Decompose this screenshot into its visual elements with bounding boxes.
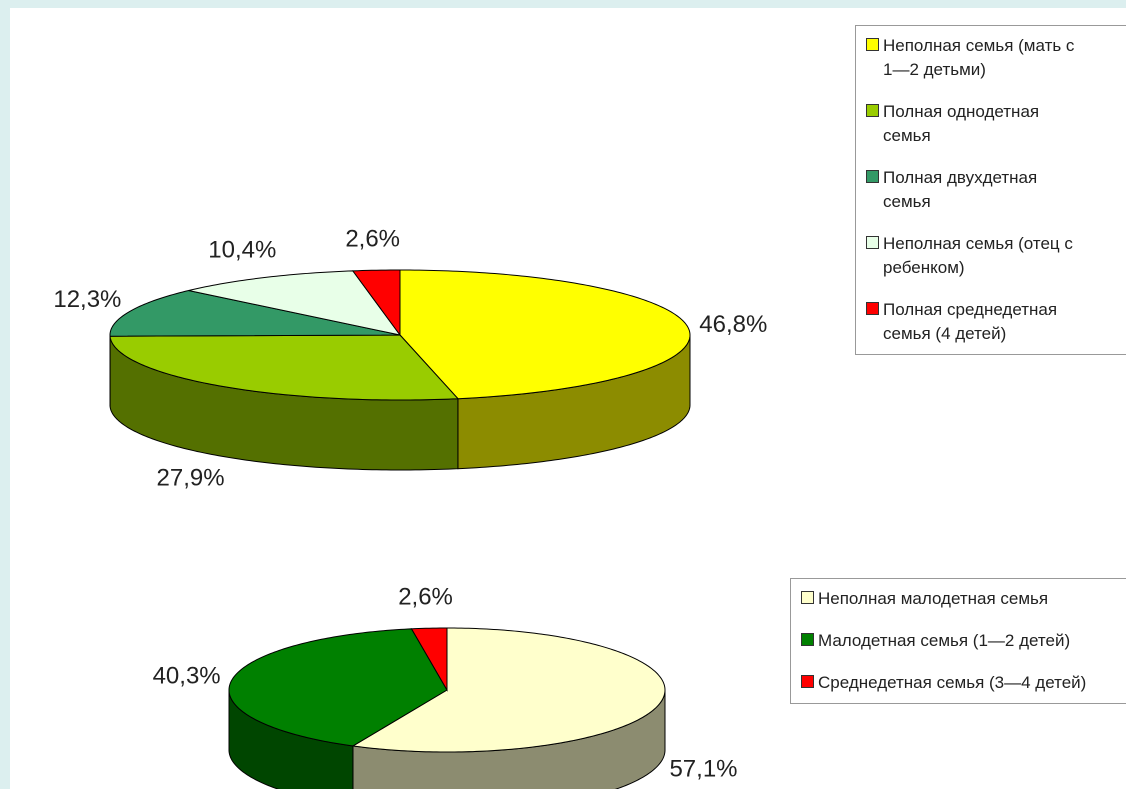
data-label: 57,1% (669, 756, 737, 783)
legend-item: Среднедетная семья (3—4 детей) (801, 671, 1126, 695)
legend-swatch (866, 170, 879, 183)
slice (228, 628, 448, 747)
legend-label: Неполная семья (мать с 1—2 детьми) (883, 36, 1075, 79)
legend-label: Неполная малодетная семья (818, 589, 1049, 608)
data-label: 2,6% (398, 584, 453, 611)
legend-label: Полная однодетная семья (883, 102, 1040, 145)
legend-swatch (801, 633, 814, 646)
legend-swatch (866, 236, 879, 249)
legend-item: Малодетная семья (1—2 детей) (801, 629, 1126, 653)
slice (399, 269, 691, 400)
legend-swatch (866, 104, 879, 117)
data-label: 12,3% (53, 286, 121, 313)
legend-label: Полная двухдетная семья (883, 168, 1038, 211)
legend-label: Малодетная семья (1—2 детей) (818, 631, 1071, 650)
data-label: 27,9% (157, 464, 225, 491)
data-label: 40,3% (153, 662, 221, 689)
slice (351, 269, 401, 337)
slice (410, 627, 448, 692)
data-label: 2,6% (345, 226, 400, 253)
legend-item: Неполная семья (отец с ребенком) (866, 232, 1126, 280)
legend: Неполная малодетная семья Малодетная семь… (790, 578, 1126, 704)
legend-item: Полная однодетная семья (866, 100, 1126, 148)
legend-item: Полная среднедетная семья (4 детей) (866, 298, 1126, 346)
data-label: 10,4% (208, 237, 276, 264)
legend-item: Полная двухдетная семья (866, 166, 1126, 214)
legend-label: Полная среднедетная семья (4 детей) (883, 300, 1058, 343)
slice (351, 627, 666, 753)
legend-item: Неполная малодетная семья (801, 587, 1126, 611)
legend-swatch (801, 591, 814, 604)
data-label: 46,8% (699, 311, 767, 338)
legend-item: Неполная семья (мать с 1—2 детьми) (866, 34, 1126, 82)
legend-swatch (866, 302, 879, 315)
slice (109, 334, 460, 401)
slice (188, 270, 402, 336)
legend-label: Неполная семья (отец с ребенком) (883, 234, 1073, 277)
slice (109, 289, 401, 337)
legend: Неполная семья (мать с 1—2 детьми) Полная… (855, 25, 1126, 355)
legend-swatch (801, 675, 814, 688)
legend-label: Среднедетная семья (3—4 детей) (818, 673, 1087, 692)
legend-swatch (866, 38, 879, 51)
